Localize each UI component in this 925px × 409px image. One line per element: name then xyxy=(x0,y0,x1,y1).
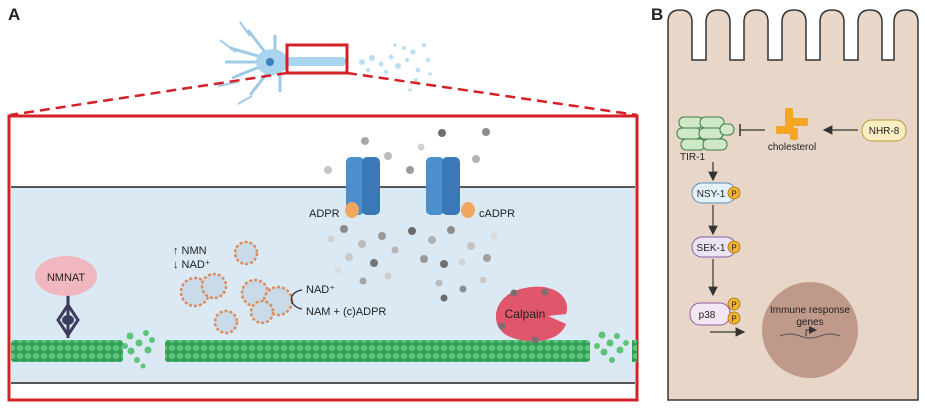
microtubules xyxy=(11,330,637,369)
zoom-line-left xyxy=(9,71,288,117)
adpr-channel xyxy=(345,157,380,218)
tir1-label: TIR-1 xyxy=(680,152,705,163)
p38-phospho-top xyxy=(727,297,741,311)
calpain-label: Calpain xyxy=(505,307,546,321)
cadpr-label: cADPR xyxy=(479,208,515,220)
gene-dna xyxy=(779,333,841,339)
cholesterol-molecule xyxy=(776,108,808,140)
nucleus-dot xyxy=(266,58,274,66)
calcium-ions xyxy=(324,128,498,302)
microtubule-left xyxy=(11,340,123,362)
nad-reaction-substrate: NAD⁺ xyxy=(306,284,335,296)
tubulin-fragments-left xyxy=(122,330,155,369)
transcription-start-arrow xyxy=(805,326,817,336)
nsy1-label: NSY-1 xyxy=(697,189,726,200)
nad-reaction-arrow xyxy=(290,289,303,310)
neuron-illustration xyxy=(217,21,432,105)
cholesterol-label: cholesterol xyxy=(768,142,816,153)
tubulin-fragments-right xyxy=(594,331,629,363)
zoom-box xyxy=(285,43,349,75)
p38-label: p38 xyxy=(699,310,716,321)
cadpr-channel xyxy=(426,157,475,218)
nmn-increase-label: ↑ NMN xyxy=(173,245,207,257)
sek1-phospho xyxy=(727,240,741,254)
sek1-label: SEK-1 xyxy=(697,243,726,254)
calpain-enzyme: Calpain xyxy=(495,286,568,344)
nsy1-phospho-label: P xyxy=(731,190,736,199)
nhr8-box xyxy=(861,119,907,142)
p38-phospho-bottom-label: P xyxy=(731,315,736,324)
p38-phospho-bottom xyxy=(727,311,741,325)
nmnat-label: NMNAT xyxy=(47,272,86,284)
adpr-label: ADPR xyxy=(309,208,340,220)
zoom-line-right xyxy=(346,71,638,117)
sarm1-complexes xyxy=(179,240,294,335)
microtubule-right xyxy=(632,340,637,362)
sek1-phospho-label: P xyxy=(731,244,736,253)
nhr8-label: NHR-8 xyxy=(869,126,900,137)
panel-b-letter: B xyxy=(651,5,663,24)
panel-a-letter: A xyxy=(8,5,20,24)
microtubule-center xyxy=(165,340,590,362)
immune-genes-label-line1: Immune response xyxy=(770,305,850,316)
nad-reaction-products: NAM + (c)ADPR xyxy=(306,306,386,318)
nad-decrease-label: ↓ NAD⁺ xyxy=(173,259,211,271)
axon-segment xyxy=(286,57,346,66)
p38-phospho-top-label: P xyxy=(731,301,736,310)
nmnat-protein: NMNAT xyxy=(35,256,97,338)
tir1-complex xyxy=(676,116,735,151)
immune-genes-label-line2: genes xyxy=(796,317,823,328)
nsy1-phospho xyxy=(727,186,741,200)
